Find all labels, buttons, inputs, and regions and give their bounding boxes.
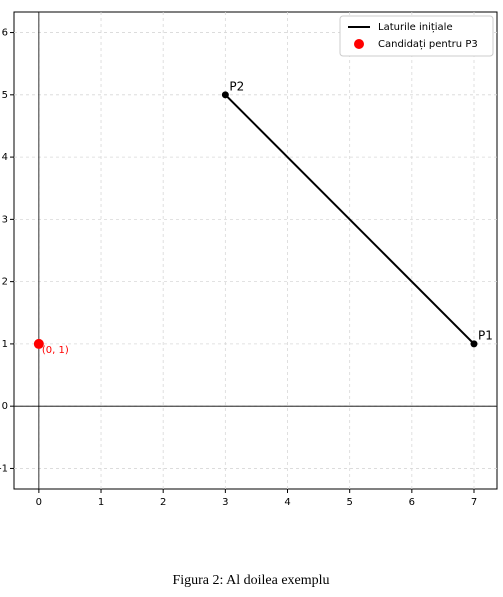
y-tick-label: 5 xyxy=(2,90,8,101)
line-series xyxy=(224,94,475,345)
x-tick-label: 2 xyxy=(160,497,166,508)
caption: Figura 2: Al doilea exemplu xyxy=(172,573,329,588)
y-tick-label: 1 xyxy=(2,339,8,350)
x-tick-label: 5 xyxy=(346,497,352,508)
legend-box xyxy=(339,15,494,57)
legend-marker xyxy=(354,39,364,49)
y-tick-label: 0 xyxy=(2,401,8,412)
point xyxy=(470,340,478,348)
x-tick-label: 0 xyxy=(36,497,42,508)
legend-label: Laturile inițiale xyxy=(378,22,453,33)
point-label: P2 xyxy=(229,79,244,93)
data-label: (0, 1) xyxy=(42,345,69,356)
scatter-point xyxy=(33,338,44,349)
legend-label: Candidați pentru P3 xyxy=(378,39,478,50)
y-tick-label: 3 xyxy=(2,214,8,225)
y-tick-label: 4 xyxy=(2,152,8,163)
y-tick-label: -1 xyxy=(0,463,8,474)
x-tick-label: 6 xyxy=(409,497,415,508)
y-tick-label: 6 xyxy=(2,28,8,39)
x-tick-label: 7 xyxy=(471,497,477,508)
x-tick-label: 4 xyxy=(284,497,290,508)
point xyxy=(221,91,229,99)
y-tick-label: 2 xyxy=(2,277,8,288)
plot-frame xyxy=(13,11,498,490)
x-tick-label: 3 xyxy=(222,497,228,508)
x-tick-label: 1 xyxy=(98,497,104,508)
point-label: P1 xyxy=(478,328,493,342)
